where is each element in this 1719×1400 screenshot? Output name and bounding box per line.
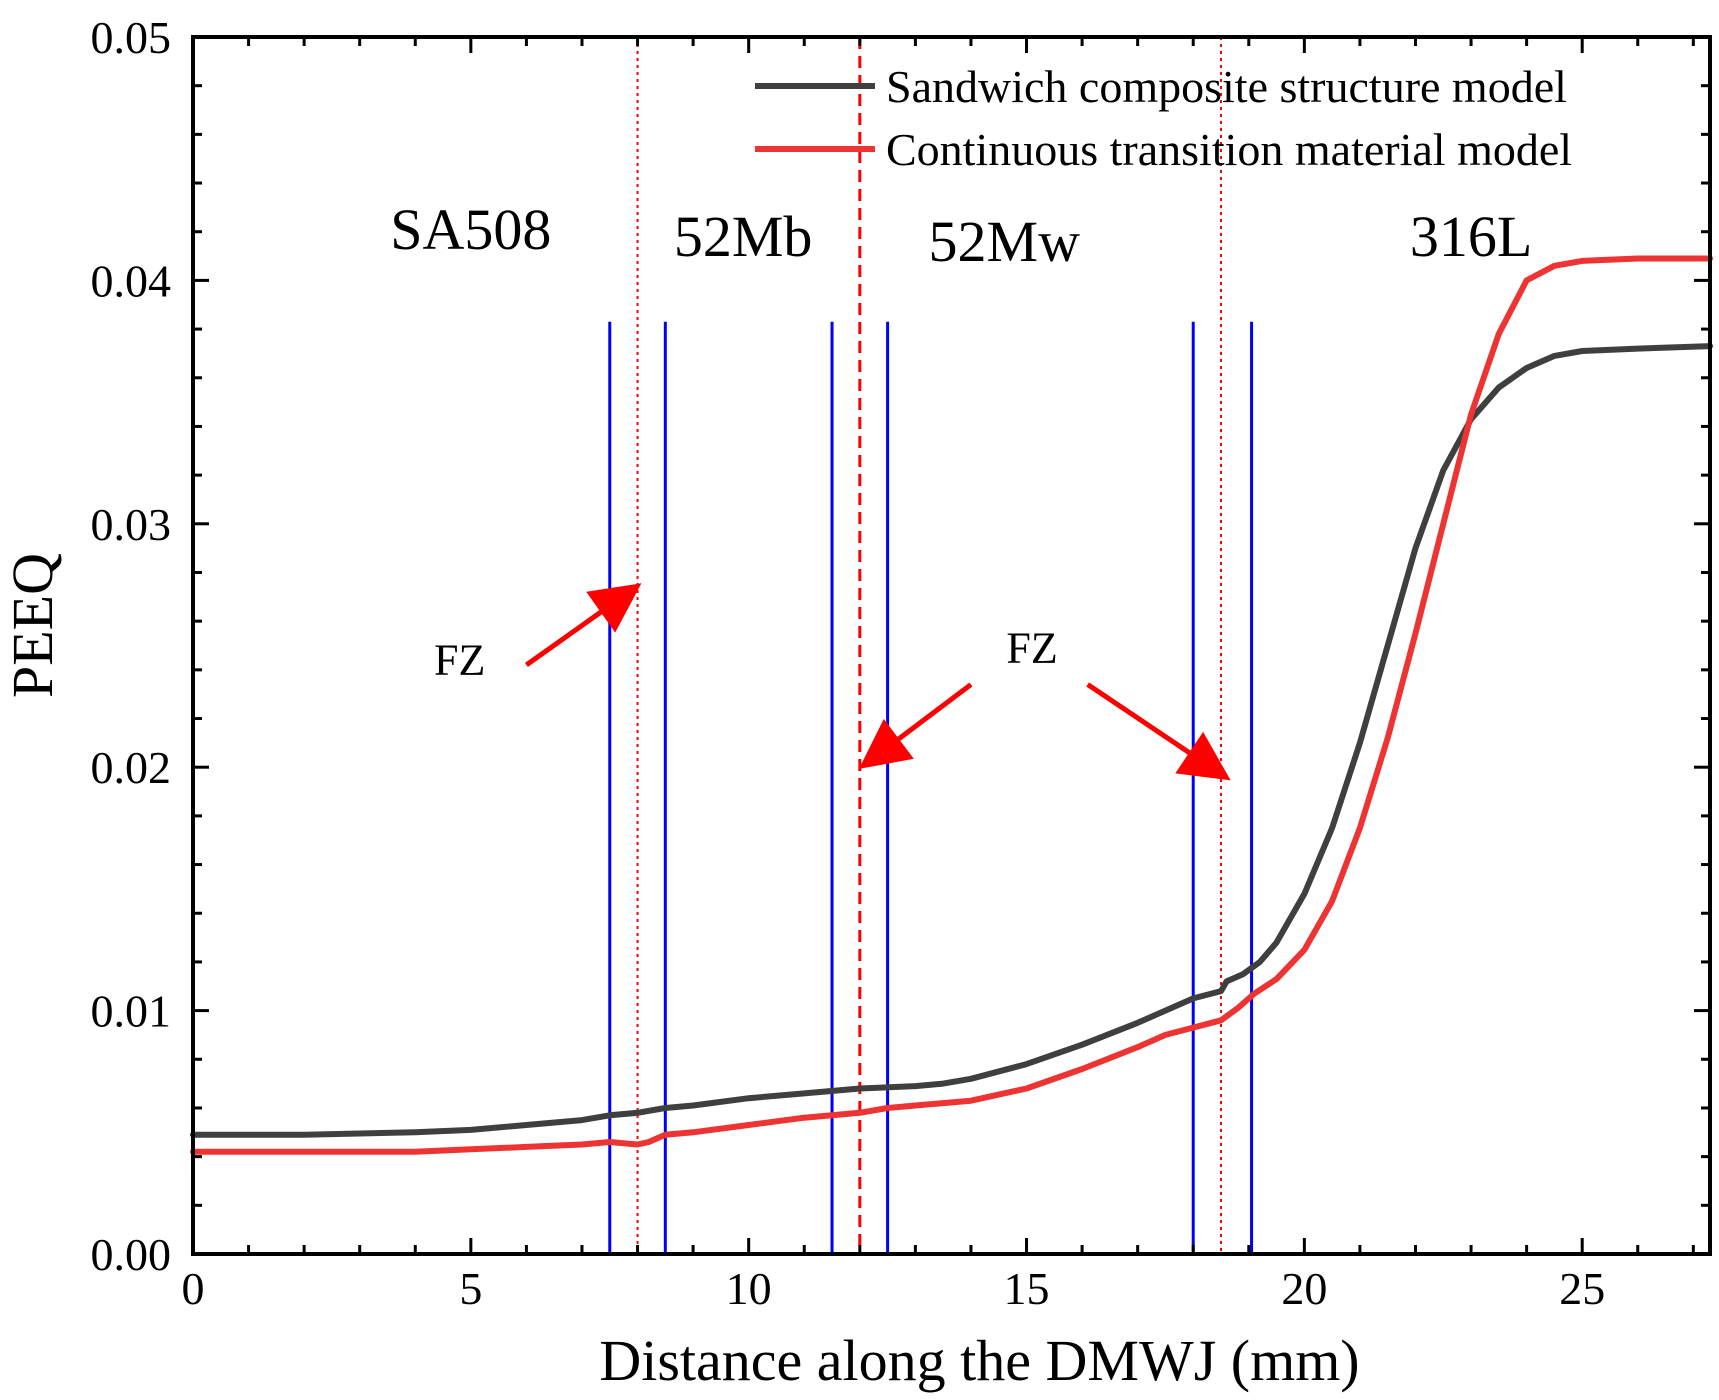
x-tick-label: 25 [1559, 1263, 1605, 1314]
legend: Sandwich composite structure model Conti… [755, 61, 1572, 175]
region-label-316l: 316L [1410, 204, 1532, 269]
y-axis-title: PEEQ [0, 553, 65, 698]
region-label-sa508: SA508 [390, 197, 551, 262]
axis-frame [191, 35, 1712, 1256]
series-line-sandwich [190, 343, 1713, 1138]
y-tick-label: 0.02 [91, 742, 172, 793]
x-tick-label: 5 [459, 1263, 482, 1314]
fz-arrow [524, 583, 642, 668]
plot-series [190, 255, 1713, 1155]
region-label-52mb: 52Mb [674, 204, 813, 269]
x-tick-label: 0 [182, 1263, 205, 1314]
boundary-lines [608, 321, 1254, 1254]
x-tick-label: 15 [1004, 1263, 1050, 1314]
y-tick-label: 0.01 [91, 986, 172, 1037]
y-tick-label: 0.04 [91, 255, 172, 306]
x-axis-title: Distance along the DMWJ (mm) [599, 1328, 1359, 1393]
y-tick-label: 0.03 [91, 499, 172, 550]
x-tick-label: 10 [726, 1263, 772, 1314]
fz-arrow [1086, 682, 1231, 781]
fz-arrow [858, 682, 973, 769]
fz-annotation-left: FZ [434, 636, 485, 685]
legend-label-sandwich: Sandwich composite structure model [886, 61, 1567, 112]
fz-annotation-right: FZ [1006, 624, 1057, 673]
plot-frame [191, 35, 1712, 1256]
fz-arrows [524, 583, 1231, 781]
y-tick-label: 0.00 [91, 1229, 172, 1280]
legend-label-continuous: Continuous transition material model [886, 124, 1572, 175]
fusion-zone-lines [636, 37, 1223, 1254]
series-line-continuous [190, 255, 1713, 1155]
axis-ticks [191, 35, 1710, 1256]
y-tick-label: 0.05 [91, 12, 172, 63]
x-tick-label: 20 [1281, 1263, 1327, 1314]
region-label-52mw: 52Mw [929, 209, 1081, 274]
